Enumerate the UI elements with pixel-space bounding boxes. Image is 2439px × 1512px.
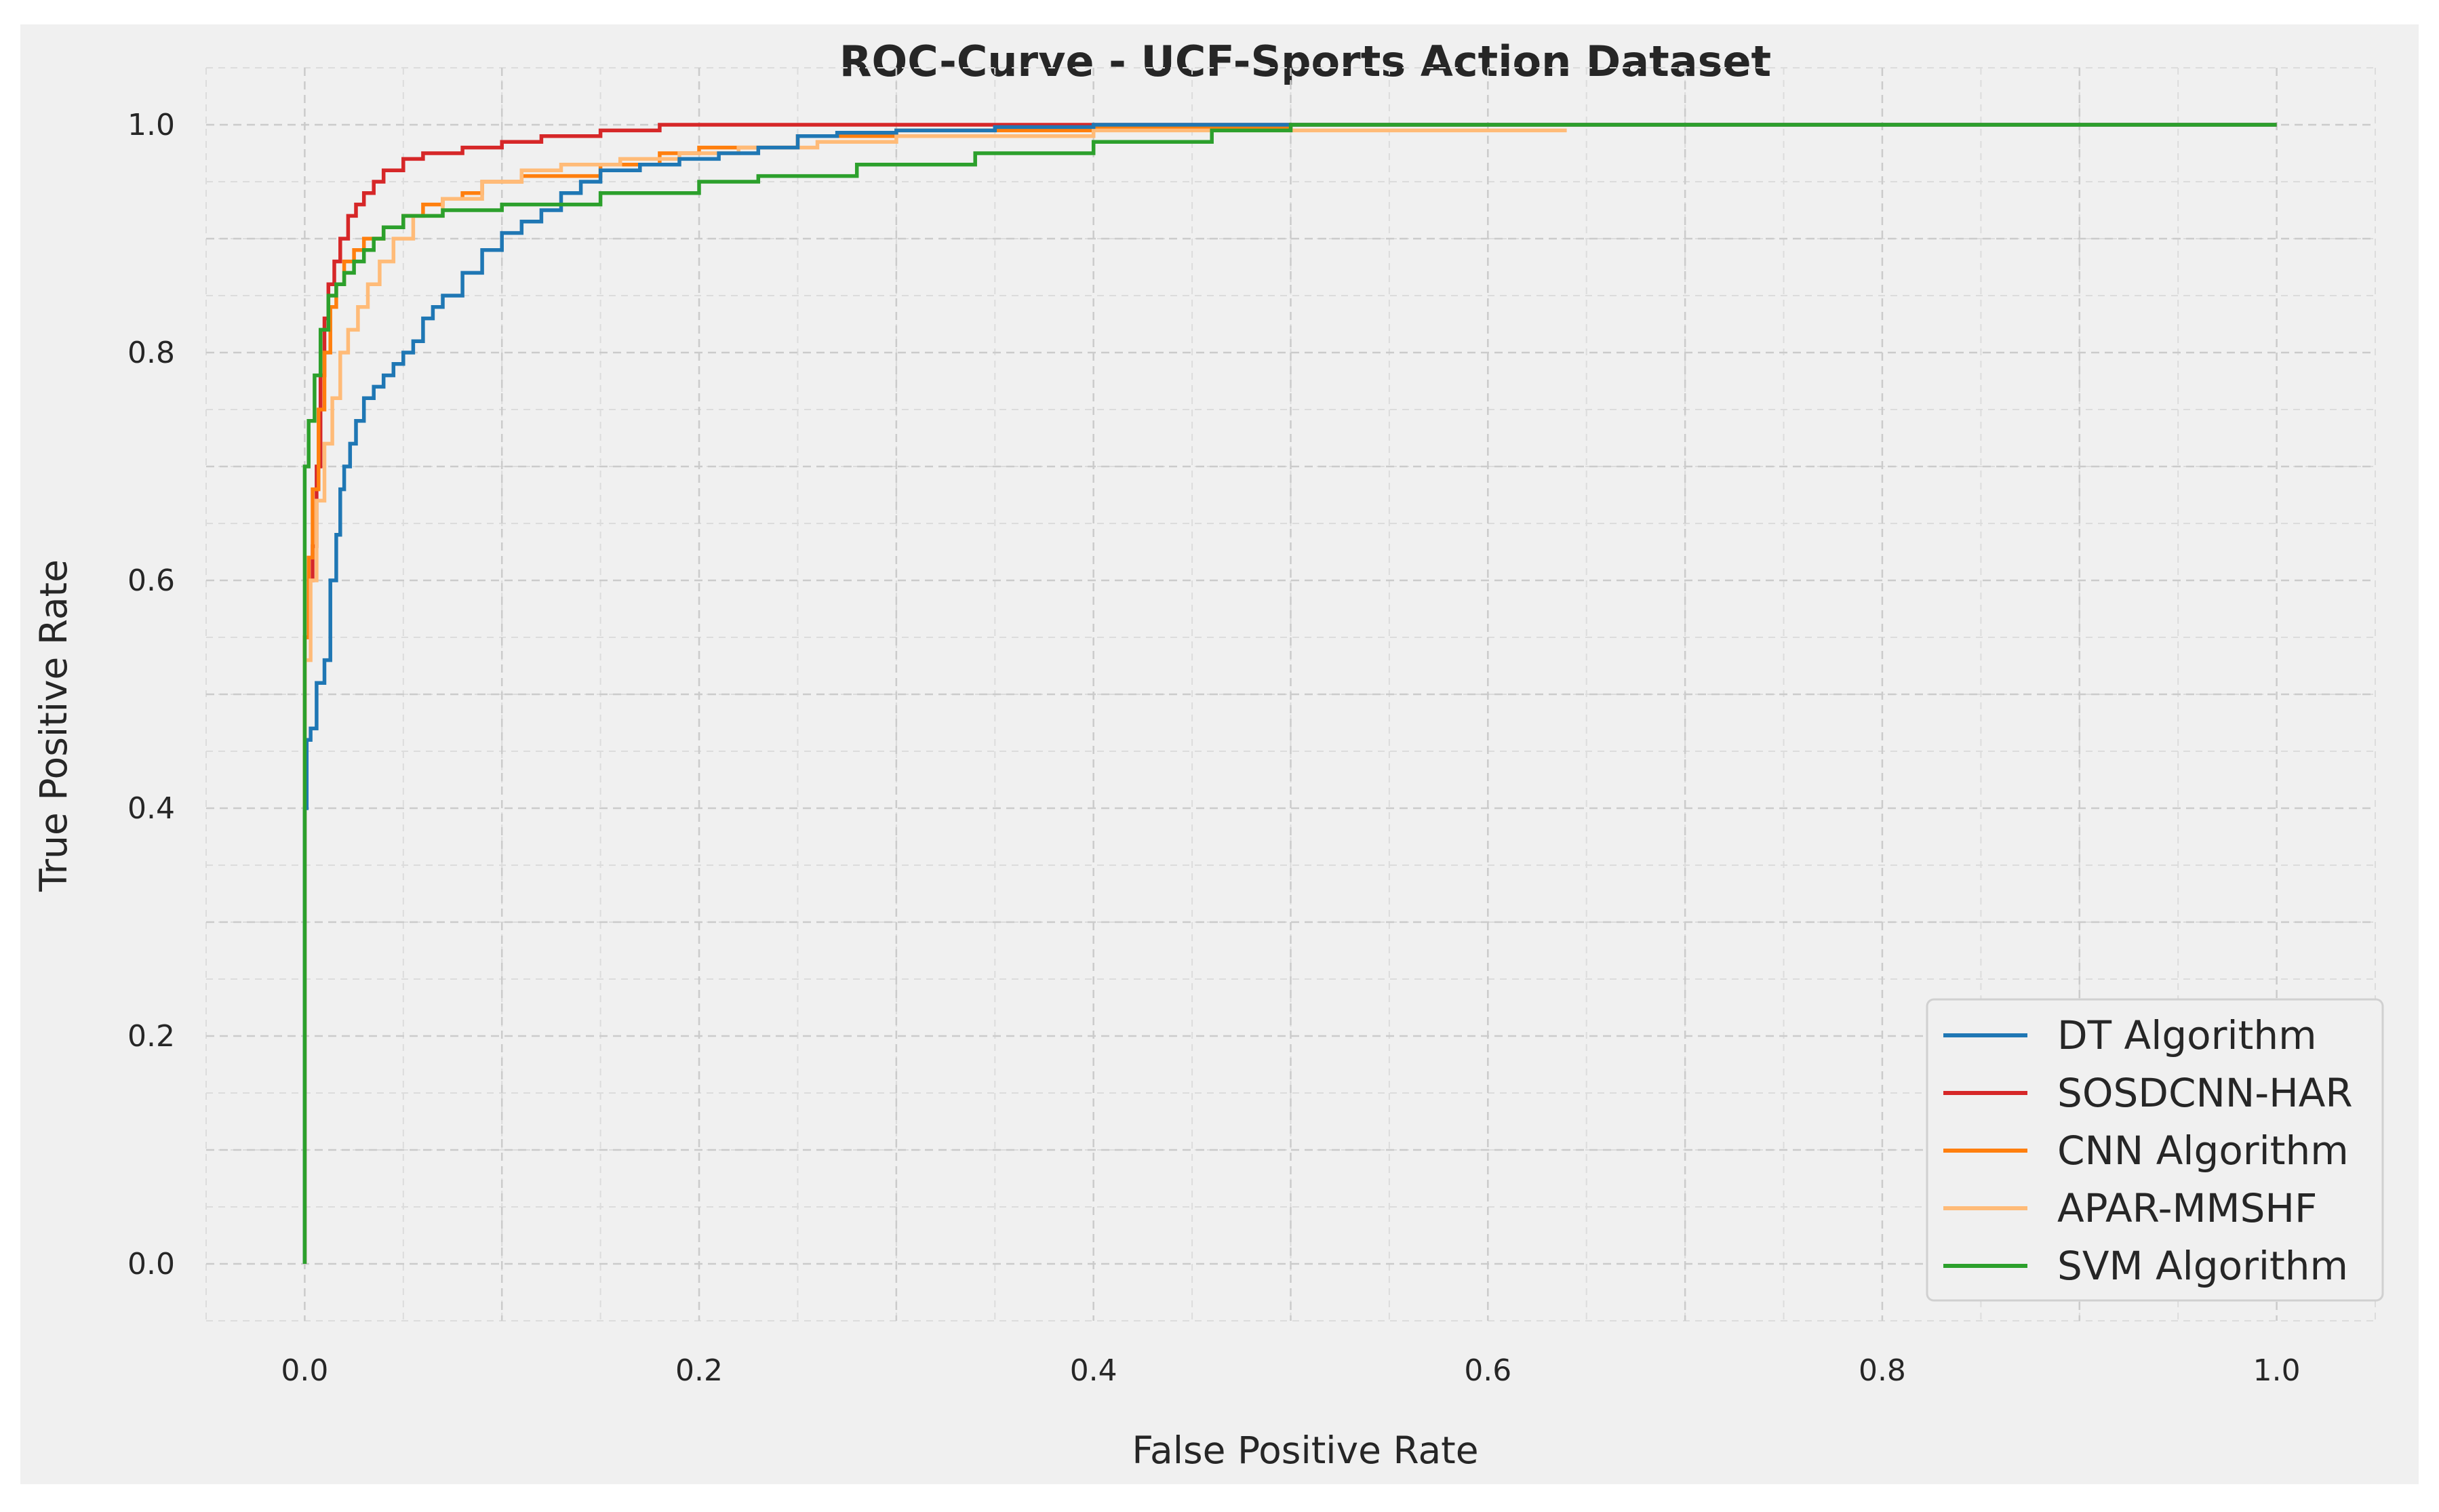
legend-label: SVM Algorithm — [2057, 1243, 2348, 1289]
series-line-apar-mmshf — [302, 128, 1567, 1264]
x-tick-label: 0.0 — [281, 1353, 328, 1388]
x-tick-label: 0.2 — [675, 1353, 723, 1388]
series-line-dt-algorithm — [302, 123, 2277, 1264]
x-tick-label: 0.8 — [1859, 1353, 1906, 1388]
x-tick-label: 0.4 — [1070, 1353, 1117, 1388]
series-lines — [302, 123, 2277, 1264]
y-tick-label: 0.4 — [127, 791, 175, 826]
y-tick-label: 0.0 — [127, 1247, 175, 1281]
y-tick-label: 0.2 — [127, 1019, 175, 1054]
legend-label: CNN Algorithm — [2057, 1128, 2349, 1174]
chart-title: ROC-Curve - UCF-Sports Action Dataset — [839, 37, 1771, 86]
y-tick-label: 0.6 — [127, 563, 175, 598]
legend-label: APAR-MMSHF — [2057, 1185, 2317, 1231]
legend-label: DT Algorithm — [2057, 1012, 2317, 1058]
y-tick-labels: 0.0 0.2 0.4 0.6 0.8 1.0 — [127, 108, 175, 1281]
x-tick-label: 0.6 — [1464, 1353, 1511, 1388]
x-tick-labels: 0.0 0.2 0.4 0.6 0.8 1.0 — [281, 1353, 2300, 1388]
legend: DT Algorithm SOSDCNN-HAR CNN Algorithm APAR… — [1926, 998, 2384, 1302]
y-tick-label: 1.0 — [127, 108, 175, 142]
legend-box — [1926, 998, 2384, 1302]
y-axis-label: True Positive Rate — [32, 559, 75, 892]
y-tick-label: 0.8 — [127, 336, 175, 370]
series-line-svm-algorithm — [302, 123, 2277, 1264]
x-tick-label: 1.0 — [2253, 1353, 2301, 1388]
x-axis-label: False Positive Rate — [1132, 1429, 1478, 1472]
legend-label: SOSDCNN-HAR — [2057, 1070, 2353, 1116]
